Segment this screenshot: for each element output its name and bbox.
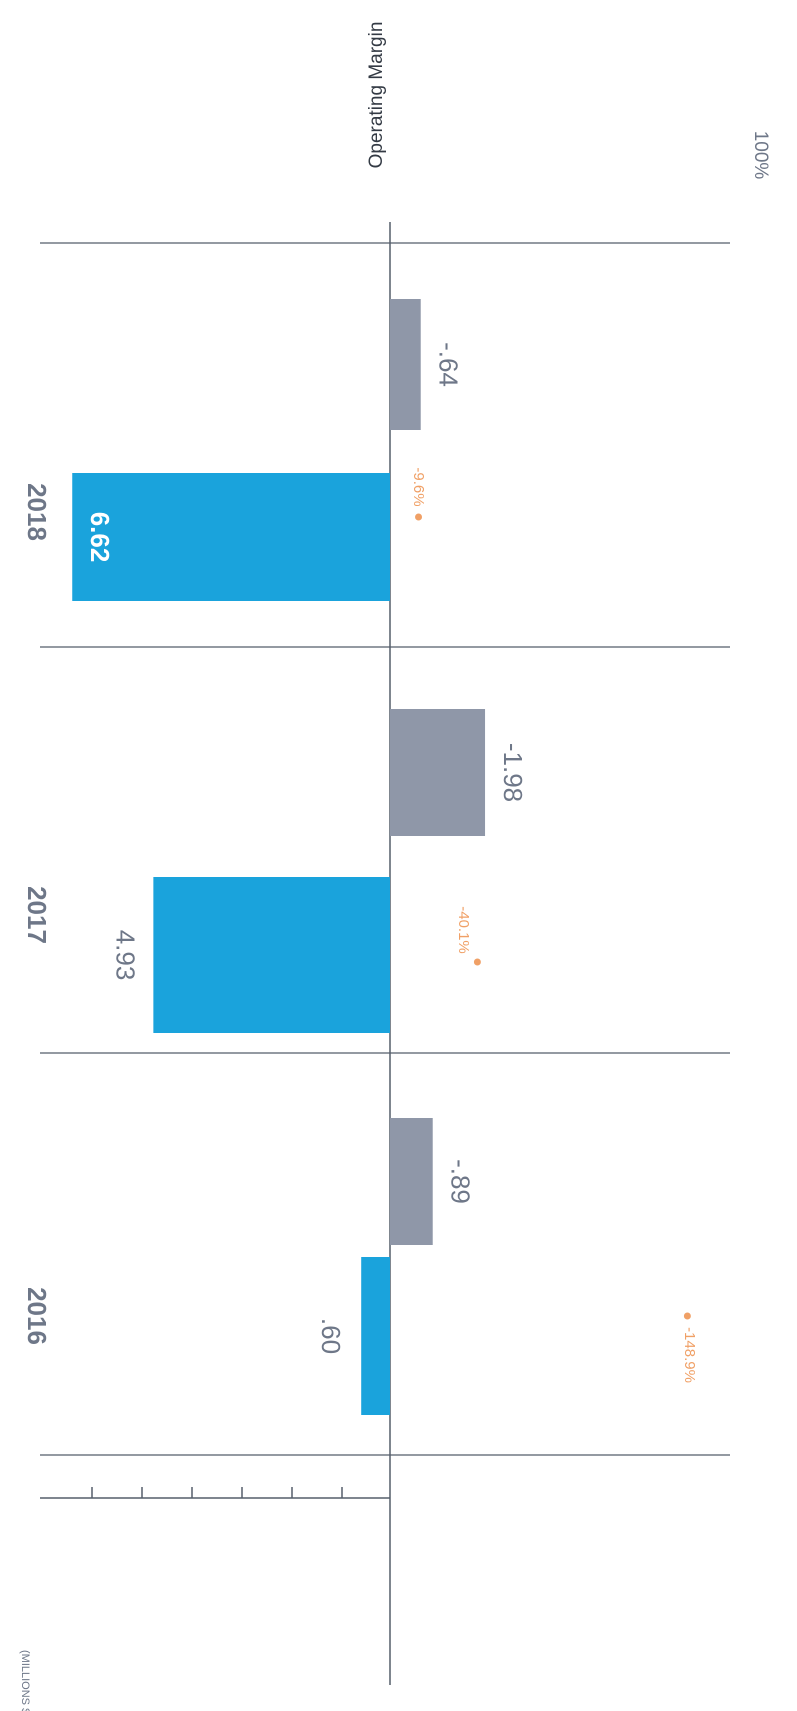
category-label: 2016 — [22, 1287, 52, 1345]
operating-income-bar — [390, 299, 421, 430]
operating-income-bar-label: -1.98 — [498, 743, 528, 802]
margin-point — [415, 513, 423, 521]
category-label: 2017 — [22, 886, 52, 944]
revenue-bar-label: 4.93 — [110, 930, 140, 981]
operating-margin-title: Operating Margin — [366, 22, 387, 169]
revenue-bar — [361, 1257, 390, 1415]
unit-label: (MILLIONS $USD) — [19, 1650, 31, 1711]
margin-point — [683, 1312, 691, 1320]
revenue-bar — [153, 877, 390, 1033]
revenue-bar — [72, 473, 391, 601]
revenue-bar-label: .60 — [316, 1318, 346, 1354]
operating-income-bar-label: -.89 — [446, 1159, 476, 1204]
margin-label: -148.9% — [681, 1327, 698, 1383]
operating-income-bar — [390, 1118, 433, 1245]
operating-income-bar-label: -.64 — [434, 342, 464, 387]
category-label: 2018 — [22, 483, 52, 541]
margin-point — [473, 958, 481, 966]
revenue-bar-label: 6.62 — [85, 512, 115, 563]
operating-income-bar — [390, 709, 486, 836]
margin-axis-max-label: 100% — [750, 131, 771, 180]
margin-label: -40.1% — [455, 906, 472, 954]
margin-label: -9.6% — [410, 467, 427, 506]
